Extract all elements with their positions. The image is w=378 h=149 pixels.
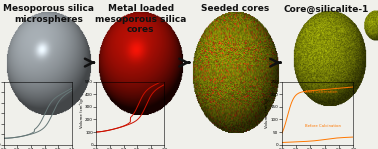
Text: Before Calcination: Before Calcination: [305, 124, 341, 128]
Text: Metal loaded
mesoporous silica
cores: Metal loaded mesoporous silica cores: [95, 4, 186, 34]
Y-axis label: Volume (cm³/g): Volume (cm³/g): [79, 98, 84, 128]
Text: After Calcination: After Calcination: [305, 90, 337, 94]
Text: Seeded cores: Seeded cores: [201, 4, 270, 13]
Text: Mesoporous silica
microspheres: Mesoporous silica microspheres: [3, 4, 94, 24]
Text: Core@silicalite-1: Core@silicalite-1: [284, 4, 369, 14]
Y-axis label: Volume (cm³/g): Volume (cm³/g): [264, 98, 269, 128]
